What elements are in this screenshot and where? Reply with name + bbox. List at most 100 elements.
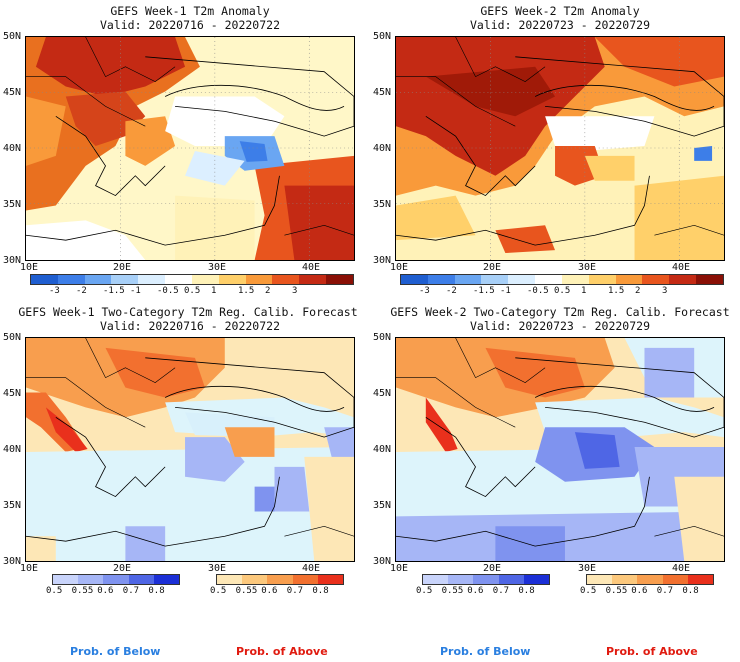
colorbar-tick-label: 0.7 [122,586,140,596]
above-swatch [612,575,638,584]
below-swatch [498,575,524,584]
panel3-lon-40: 40E [302,563,321,574]
panel2-lon-30: 30E [578,262,597,273]
colorbar-tick-label: 0.6 [631,586,648,596]
colorbar-tick-label: 0.55 [71,586,94,596]
colorbar-tick-label: -1 [130,286,141,296]
panel3-lat-50: 50N [3,332,22,343]
panel2-lon-40: 40E [672,262,691,273]
anomaly-swatch [272,275,300,284]
colorbar-tick-label: 1 [211,286,217,296]
anomaly-swatch [57,275,85,284]
anomaly-swatch [508,275,536,284]
panel1-lat-45: 45N [3,87,22,98]
panel3-map [25,337,355,562]
panel3-above-colorbar [216,574,344,585]
above-swatch [587,575,613,584]
anomaly-swatch [138,275,166,284]
colorbar-tick-label: 0.5 [580,586,597,596]
anomaly-swatch [245,275,273,284]
colorbar-tick-label: 0.55 [235,586,258,596]
anomaly-swatch [191,275,219,284]
anomaly-swatch [111,275,139,284]
panel2-lon-20: 20E [483,262,502,273]
colorbar-tick-label: -2 [446,286,457,296]
panel1-lat-35: 35N [3,199,22,210]
panel4-lon-30: 30E [578,563,597,574]
panel3-below-colorbar [52,574,180,585]
panel3-valid: Valid: 20220716 - 20220722 [99,319,280,333]
panel2-title: GEFS Week-2 T2m Anomaly [480,4,640,18]
below-swatch [473,575,499,584]
colorbar-tick-label: -2 [76,286,87,296]
panel1-lon-10: 10E [20,262,39,273]
panel4-title: GEFS Week-2 Two-Category T2m Reg. Calib.… [390,305,730,319]
panel2-map [395,36,725,261]
colorbar-tick-label: 0.5 [210,586,227,596]
colorbar-tick-label: -0.5 [527,286,549,296]
anomaly-swatch [31,275,58,284]
above-swatch [662,575,688,584]
colorbar-tick-label: -1.5 [473,286,495,296]
colorbar-tick-label: 3 [292,286,298,296]
panel3-title: GEFS Week-1 Two-Category T2m Reg. Calib.… [18,305,358,319]
colorbar-tick-label: 0.8 [682,586,699,596]
panel2-lat-35: 35N [373,199,392,210]
colorbar-tick-label: 0.6 [97,586,114,596]
colorbar-tick-label: 0.5 [416,586,433,596]
anomaly-swatch [642,275,670,284]
panel2-anomaly-ticks: -3 -2 -1.5 -1 -0.5 0.5 1 1.5 2 3 [400,286,724,298]
colorbar-tick-label: -3 [49,286,60,296]
panel4-above-colorbar [586,574,714,585]
colorbar-tick-label: 0.55 [441,586,464,596]
panel4-below-ticks: 0.5 0.55 0.6 0.7 0.8 [412,586,552,598]
above-swatch [637,575,663,584]
panel2-valid: Valid: 20220723 - 20220729 [469,18,650,32]
panel2-lat-45: 45N [373,87,392,98]
colorbar-tick-label: 0.8 [312,586,329,596]
colorbar-tick-label: -1 [500,286,511,296]
colorbar-tick-label: 0.8 [148,586,165,596]
anomaly-swatch [401,275,428,284]
anomaly-swatch [454,275,482,284]
panel1-title: GEFS Week-1 T2m Anomaly [110,4,270,18]
panel4-lat-30: 30N [373,556,392,567]
panel4-lat-50: 50N [373,332,392,343]
panel2-lat-50: 50N [373,31,392,42]
colorbar-tick-label: 1.5 [608,286,625,296]
below-swatch [153,575,180,584]
colorbar-tick-label: -0.5 [157,286,179,296]
colorbar-tick-label: 1 [581,286,587,296]
below-swatch [523,575,550,584]
below-swatch [103,575,129,584]
panel2-anomaly-colorbar [400,274,724,285]
panel2-lat-40: 40N [373,143,392,154]
panel3-lat-40: 40N [3,444,22,455]
panel1-anomaly-ticks: -3 -2 -1.5 -1 -0.5 0.5 1 1.5 2 3 [30,286,354,298]
panel1-lon-30: 30E [208,262,227,273]
panel4-lon-40: 40E [672,563,691,574]
panel4-lat-45: 45N [373,388,392,399]
anomaly-swatch [427,275,455,284]
panel2-lon-10: 10E [390,262,409,273]
panel1-lat-50: 50N [3,31,22,42]
panel1-anomaly-colorbar [30,274,354,285]
below-swatch [448,575,474,584]
anomaly-swatch [481,275,509,284]
panel1-lat-40: 40N [3,143,22,154]
panel1-lon-20: 20E [113,262,132,273]
panel3-below-ticks: 0.5 0.55 0.6 0.7 0.8 [42,586,182,598]
colorbar-tick-label: 0.55 [605,586,628,596]
anomaly-swatch [615,275,643,284]
panel4-above-ticks: 0.5 0.55 0.6 0.7 0.8 [576,586,716,598]
anomaly-swatch [561,275,589,284]
panel1-lon-40: 40E [302,262,321,273]
above-swatch [687,575,714,584]
anomaly-swatch [299,275,327,284]
below-swatch [53,575,79,584]
colorbar-tick-label: 0.7 [286,586,304,596]
above-swatch [217,575,243,584]
panel3-lat-35: 35N [3,500,22,511]
colorbar-tick-label: 0.5 [46,586,63,596]
panel3-lon-20: 20E [113,563,132,574]
